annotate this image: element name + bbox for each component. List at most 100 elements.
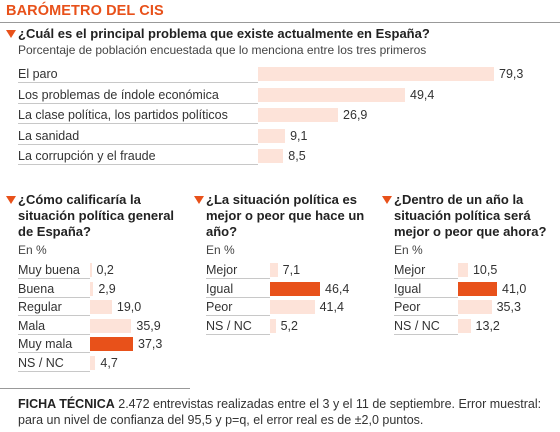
chart-row: Mala [18,317,90,335]
category-label: La clase política, los partidos político… [18,108,228,122]
row-divider [18,296,90,298]
row-divider [18,143,258,145]
value-label: 7,1 [282,263,301,277]
chart4-question: ¿Dentro de un año la situación política … [394,192,547,239]
category-label: Peor [206,300,233,314]
bar [270,263,278,277]
bar [458,281,497,296]
chart2-question: ¿Cómo calificaría la situación política … [18,192,175,239]
row-divider [18,123,258,124]
bar [258,149,284,163]
category-label: Buena [18,281,55,296]
chart3-subtitle: En % [206,243,235,257]
chart-row: Muy mala [18,335,90,353]
chart-row: NS / NC [206,317,270,335]
bar [258,108,339,122]
row-divider [394,315,458,316]
value-label: 13,2 [475,318,500,333]
category-label: Regular [18,300,62,314]
category-label: La sanidad [18,128,80,143]
category-label: Igual [394,281,422,296]
value-label: 49,4 [410,87,435,102]
chart-row: La corrupción y el fraude [18,147,258,165]
bar [90,318,132,333]
value-label: 2,9 [98,281,116,296]
value-label: 19,0 [116,300,142,314]
page-title: BARÓMETRO DEL CIS [6,3,164,19]
chart4-subtitle: En % [394,243,423,257]
chart-row: Peor [394,298,458,316]
technical-sheet: FICHA TÉCNICA 2.472 entrevistas realizad… [18,396,548,428]
value-label: 41,0 [502,281,527,296]
row-divider [206,278,270,279]
value-label: 9,1 [290,128,308,143]
technical-sheet-label: FICHA TÉCNICA [18,397,115,411]
triangle-bullet-icon [382,196,392,204]
chart-row: Muy buena [18,261,90,279]
row-divider [18,370,90,372]
chart-row: Regular [18,298,90,316]
bar [458,318,471,333]
chart2-subtitle: En % [18,243,47,257]
row-divider [18,82,258,83]
chart-row: Peor [206,298,270,316]
category-label: Muy mala [18,337,73,351]
row-divider [206,315,270,316]
chart-row: NS / NC [394,317,458,335]
row-divider [18,352,90,353]
value-label: 4,7 [100,355,118,370]
category-label: El paro [18,67,58,81]
value-label: 35,3 [496,300,521,314]
value-label: 5,2 [280,318,298,333]
chart-row: NS / NC [18,354,90,372]
bar [258,87,406,102]
row-divider [18,315,90,316]
category-label: NS / NC [18,355,64,370]
row-divider [206,296,270,298]
footer-divider [0,388,190,389]
bar [90,355,96,370]
chart-row: La clase política, los partidos político… [18,106,258,124]
triangle-bullet-icon [6,30,16,38]
chart-row: Los problemas de índole económica [18,86,258,104]
bar [458,300,492,314]
bar [90,263,92,277]
chart1-question: ¿Cuál es el principal problema que exist… [18,26,430,41]
category-label: La corrupción y el fraude [18,149,156,163]
bar [258,67,494,81]
chart-row: Igual [394,280,458,298]
category-label: NS / NC [394,318,440,333]
value-label: 0,2 [96,263,114,277]
chart-row: Mejor [206,261,270,279]
category-label: Mejor [206,263,238,277]
row-divider [206,333,270,335]
category-label: Muy buena [18,263,80,277]
category-label: Mejor [394,263,426,277]
chart1-subtitle: Porcentaje de población encuestada que l… [18,43,427,57]
row-divider [394,278,458,279]
bar [258,128,286,143]
triangle-bullet-icon [194,196,204,204]
bar [270,281,320,296]
technical-sheet-text: 2.472 entrevistas realizadas entre el 3 … [18,397,542,427]
bar [90,300,112,314]
row-divider [18,164,258,165]
chart3-question: ¿La situación política es mejor o peor q… [206,192,365,239]
bar [90,337,133,351]
category-label: Los problemas de índole económica [18,87,219,102]
category-label: Peor [394,300,421,314]
row-divider [394,333,458,335]
bar [458,263,468,277]
chart-row: La sanidad [18,127,258,145]
chart-row: Buena [18,280,90,298]
value-label: 8,5 [288,149,306,163]
chart-row: El paro [18,65,258,83]
bar [270,300,315,314]
value-label: 46,4 [325,281,350,296]
value-label: 79,3 [499,67,524,81]
value-label: 37,3 [138,337,163,351]
value-label: 41,4 [319,300,344,314]
bar [270,318,276,333]
category-label: Mala [18,318,46,333]
value-label: 35,9 [136,318,161,333]
